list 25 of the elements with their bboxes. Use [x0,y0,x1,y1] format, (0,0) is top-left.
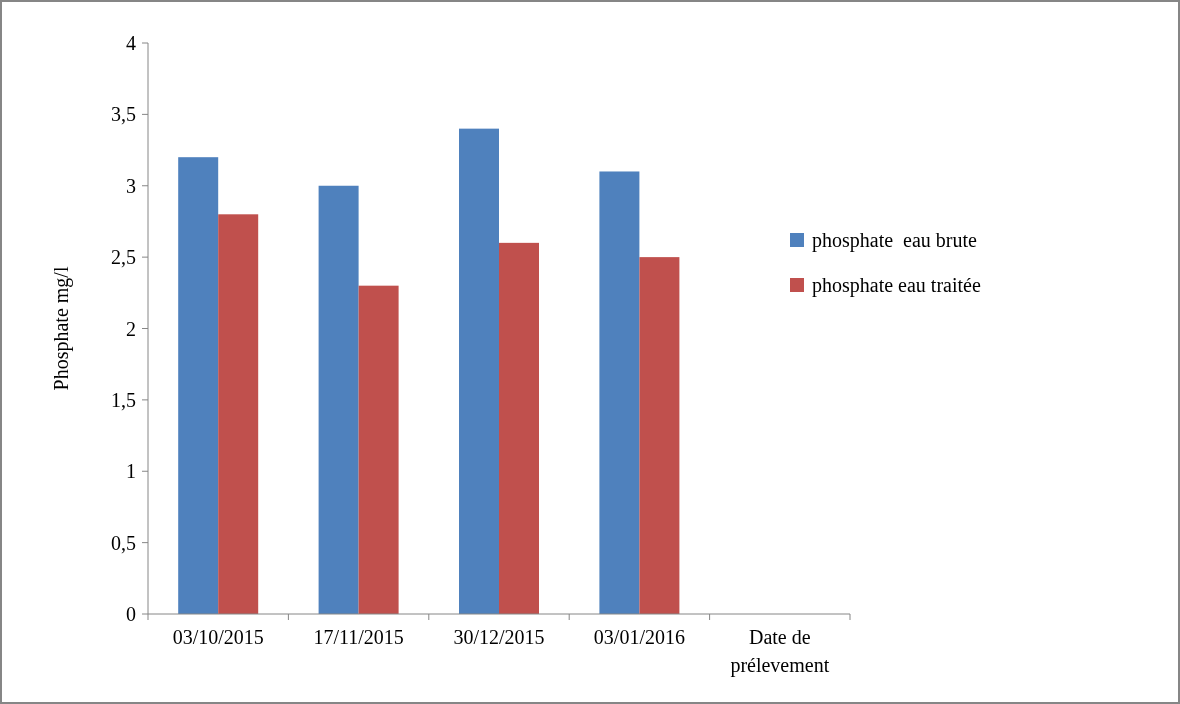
legend-label: phosphate eau brute [812,229,978,252]
x-tick-label: 03/01/2016 [593,626,685,648]
x-tick-label: 30/12/2015 [453,626,545,648]
bar [639,257,680,614]
bar [358,285,399,614]
bar [318,185,359,614]
bar [218,214,259,614]
bar [499,242,539,614]
y-tick-label: 0,5 [111,531,136,554]
y-tick-label: 1,5 [111,388,136,411]
y-tick-label: 0 [126,603,136,625]
y-tick-label: 2,5 [111,246,136,269]
x-tick-label: Date de prélevement [730,626,830,677]
y-tick-label: 4 [126,32,136,54]
y-tick-label: 1 [126,460,136,483]
bar [459,128,499,614]
x-tick-label: 17/11/2015 [313,626,404,648]
y-tick-label: 3 [126,174,136,197]
bar [599,171,640,614]
legend-label: phosphate eau traitée [812,274,981,297]
y-tick-label: 2 [126,317,136,340]
bar [178,157,219,614]
y-tick-label: 3,5 [111,103,136,126]
y-axis-title: Phosphate mg/l [50,266,73,391]
x-tick-label: 03/10/2015 [172,626,264,648]
